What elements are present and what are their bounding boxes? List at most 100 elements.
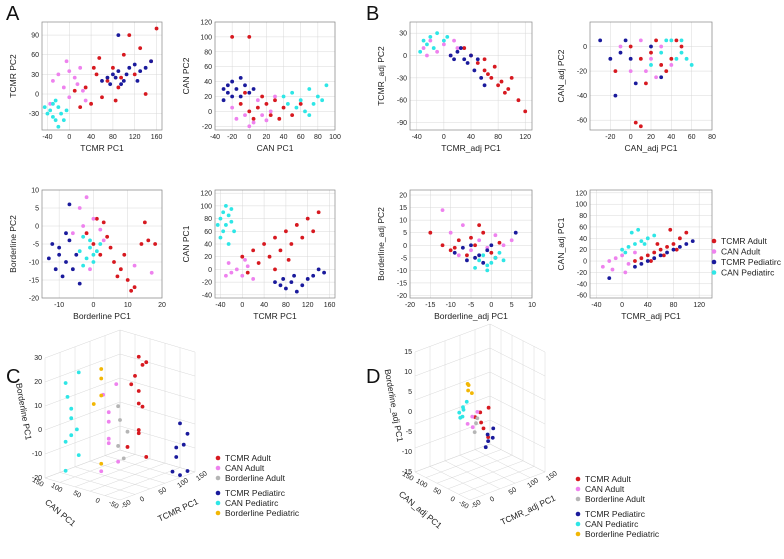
point-borderline-pediatric (91, 402, 96, 406)
point-tcmr-pediatric (181, 442, 186, 447)
wall-gridline (119, 329, 196, 353)
point-can-adult (441, 42, 446, 47)
x-tick-label: -5 (468, 302, 474, 309)
y-tick-label: 0 (208, 109, 212, 116)
legend-marker (711, 249, 717, 254)
chart-c: -50 050100150-50050100150-20-100102030TCM… (14, 329, 209, 529)
point-borderline-pediatric (99, 393, 104, 398)
point-tcmr-adult (497, 240, 502, 245)
point-can-pediatric (74, 427, 79, 432)
point-can-pediatric (229, 219, 234, 224)
legend-label: TCMR Adult (585, 474, 631, 484)
x-tick-label: 10 (528, 302, 536, 309)
floor-gridline (425, 449, 502, 478)
point-borderline-adult (472, 430, 477, 435)
wall-gridline (489, 323, 546, 353)
x-tick-label: 40 (644, 302, 652, 309)
point-tcmr-pediatric (294, 289, 299, 294)
point-tcmr-pediatric (316, 267, 321, 272)
legend-marker (575, 486, 581, 492)
panel-letter-a: A (6, 3, 20, 25)
floor-gridline (458, 466, 535, 495)
point-can-pediatric (445, 34, 450, 39)
point-tcmr-pediatric (460, 245, 465, 250)
point-tcmr-adult (136, 354, 141, 359)
point-can-pediatric (674, 56, 679, 61)
point-tcmr-adult (482, 68, 487, 73)
point-tcmr-pediatric (230, 79, 235, 84)
z-tick-label: 5 (408, 389, 412, 396)
z-tick-label: -10 (402, 449, 412, 456)
point-can-adult (106, 410, 111, 415)
y-tick-label: 5 (403, 230, 407, 237)
y-tick-label: -10 (29, 260, 39, 267)
point-can-adult (626, 261, 631, 266)
point-tcmr-adult (251, 248, 256, 253)
point-can-adult (493, 233, 498, 238)
point-can-adult (48, 101, 53, 106)
wall-gridline (44, 401, 121, 431)
point-can-adult (610, 267, 615, 272)
point-tcmr-adult (465, 253, 469, 258)
point-can-pediatric (290, 90, 295, 95)
chart-a4: -40 0 40 80 120 160 -40 -20 0 20 40 60 80 100 120 TCMR … (181, 189, 335, 321)
point-tcmr-pediatric (50, 242, 55, 246)
x-tick-label: -40 (210, 134, 220, 141)
point-tcmr-adult (448, 248, 453, 253)
point-tcmr-adult (290, 113, 295, 118)
point-tcmr-pediatric (113, 75, 118, 80)
point-can-pediatric (51, 115, 55, 119)
point-tcmr-pediatric (628, 56, 633, 61)
wall-gridline (44, 425, 121, 455)
y-tick-label: 40 (579, 236, 587, 243)
point-can-pediatric (285, 102, 290, 106)
point-tcmr-pediatric (652, 256, 657, 261)
y-tick-label: 30 (31, 72, 39, 79)
wall-gridline (44, 329, 121, 359)
x-axis-title: Borderline PC1 (73, 311, 131, 321)
y-tick-label: 20 (204, 94, 212, 101)
point-can-adult (88, 267, 92, 272)
point-tcmr-adult (273, 267, 277, 272)
chart-b3: -20 -15 -10 -5 0 5 10 -20 -15 -10 -5 0 5 10 15 20 Border… (376, 189, 536, 321)
y-tick-label: 100 (50, 482, 64, 494)
plot-frame (41, 21, 163, 131)
y-tick-label: -20 (577, 69, 587, 76)
point-tcmr-pediatric (485, 248, 490, 253)
y-tick-label: 20 (204, 254, 212, 261)
point-tcmr-adult (256, 261, 261, 265)
chart-a2: -40 -20 0 20 40 60 80 100 -20 0 20 40 60 80 100 120 CAN … (181, 20, 341, 154)
legend-marker (711, 238, 717, 244)
point-borderline-pediatric (99, 376, 104, 381)
y-axis-title: Borderline PC2 (8, 215, 18, 273)
wall-gridline (119, 401, 196, 425)
point-can-pediatric (629, 230, 634, 235)
point-tcmr-pediatric (671, 247, 676, 252)
point-tcmr-adult (644, 81, 648, 86)
x-tick-label: -10 (446, 302, 456, 309)
x-tick-label: 50 (508, 486, 518, 496)
point-tcmr-pediatric (100, 79, 104, 83)
x-tick-label: 120 (519, 134, 531, 141)
point-tcmr-pediatric (490, 435, 495, 440)
y-tick-label: -20 (202, 280, 212, 287)
point-can-adult (106, 436, 111, 441)
point-can-adult (226, 261, 231, 265)
point-tcmr-adult (281, 105, 286, 110)
z-tick-label: 10 (34, 403, 42, 410)
point-can-pediatric (221, 210, 226, 215)
point-tcmr-pediatric (465, 61, 470, 65)
point-tcmr-pediatric (645, 259, 650, 263)
point-can-adult (229, 270, 234, 275)
x-tick-label: 0 (489, 302, 493, 309)
point-can-adult (477, 238, 482, 243)
point-can-pediatric (84, 256, 89, 261)
point-tcmr-adult (661, 253, 666, 258)
point-tcmr-adult (230, 34, 235, 39)
legend-label: Borderline Pediatric (585, 529, 660, 539)
z-tick-label: -5 (406, 429, 412, 436)
point-can-adult (456, 253, 461, 258)
wall-gridline (119, 377, 196, 401)
point-tcmr-adult (115, 274, 120, 279)
